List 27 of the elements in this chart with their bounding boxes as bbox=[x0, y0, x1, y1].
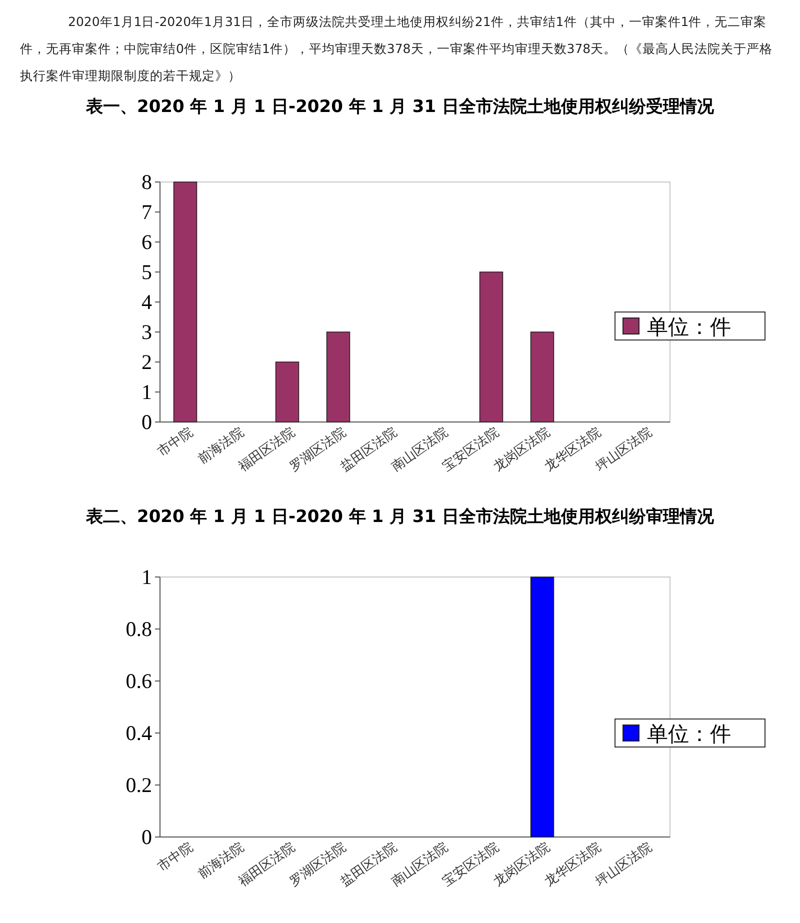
y-tick-label: 0.6 bbox=[126, 669, 152, 693]
chart-title: 表二、2020 年 1 月 1 日-2020 年 1 月 31 日全市法院土地使用权纠纷审理情况 bbox=[84, 507, 716, 527]
x-tick-label: 市中院 bbox=[155, 840, 196, 875]
chart-title: 表一、2020 年 1 月 1 日-2020 年 1 月 31 日全市法院土地使用权纠纷受理情况 bbox=[84, 97, 716, 117]
y-tick-label: 3 bbox=[142, 320, 152, 344]
y-tick-label: 0.8 bbox=[126, 617, 152, 641]
bar bbox=[530, 332, 554, 422]
y-tick-label: 7 bbox=[142, 200, 152, 224]
y-tick-label: 6 bbox=[142, 230, 152, 254]
x-tick-label: 市中院 bbox=[155, 424, 196, 460]
y-tick-label: 0.2 bbox=[126, 773, 152, 797]
bar bbox=[173, 182, 198, 422]
legend-label: 单位：件 bbox=[647, 722, 731, 746]
y-tick-label: 0 bbox=[142, 825, 152, 849]
bar bbox=[275, 362, 300, 422]
y-tick-label: 0.4 bbox=[126, 721, 152, 745]
y-tick-label: 8 bbox=[142, 170, 152, 194]
y-tick-label: 2 bbox=[142, 350, 152, 374]
legend-label: 单位：件 bbox=[647, 315, 731, 339]
y-tick-label: 4 bbox=[142, 290, 152, 314]
text: 2020年1月1日-2020年1月31日，全市两级法院共受理土地使用权纠纷21件，共审结1件（其中，一审案件1件，无二审案件，无再审案件；中院审结0件，区院审结1件），平均审理天数378天，一审案件平均审理天数378天。（《最高人民法院关于严格执行案件审理期限制度的若干规定》） bbox=[19, 13, 774, 85]
y-tick-label: 1 bbox=[142, 380, 152, 404]
y-tick-label: 1 bbox=[142, 565, 152, 589]
y-tick-label: 0 bbox=[142, 410, 152, 434]
bar bbox=[479, 272, 504, 422]
y-tick-label: 5 bbox=[142, 260, 152, 284]
bar bbox=[326, 332, 350, 422]
